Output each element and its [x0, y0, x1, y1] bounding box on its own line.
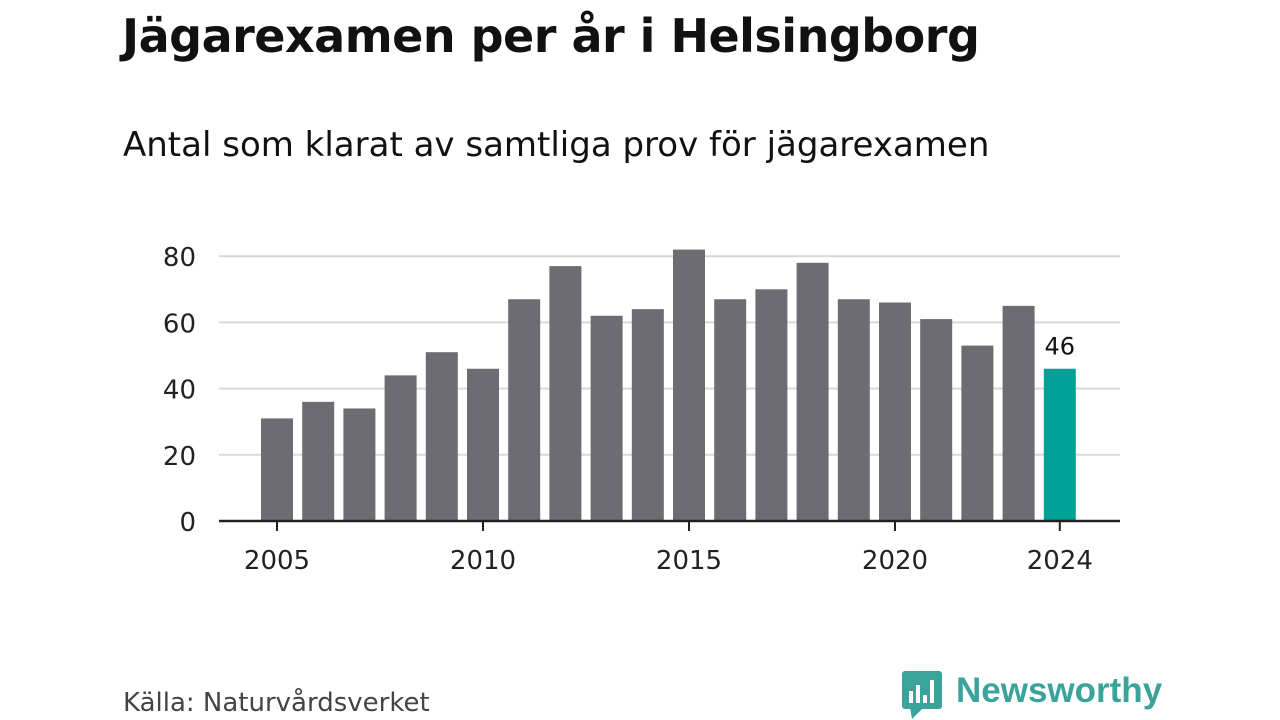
y-tick-label-60: 60	[163, 309, 196, 339]
bar-2014	[631, 309, 664, 521]
bar-2012	[549, 266, 582, 521]
x-tick-label-2015: 2015	[656, 546, 722, 576]
bar-chart: 0 20 40 60 80 46 2005 2010 2015 2020 2024	[163, 243, 1120, 576]
bar-2010	[467, 368, 499, 521]
bar-2019	[837, 299, 870, 521]
bar-2011	[508, 299, 541, 521]
x-tick-label-2010: 2010	[450, 546, 516, 576]
x-tick-label-2024: 2024	[1027, 546, 1093, 576]
bar-2009	[425, 352, 458, 521]
bar-2021	[920, 319, 953, 521]
x-tick-label-2005: 2005	[244, 546, 310, 576]
y-tick-label-0: 0	[179, 508, 196, 538]
bar-2018	[796, 262, 829, 521]
labels: 0 20 40 60 80 46 2005 2010 2015 2020 2024	[163, 243, 1093, 576]
bar-2017	[755, 289, 788, 521]
y-tick-label-20: 20	[163, 442, 196, 472]
brand-logo: Newsworthy	[902, 670, 1162, 720]
bar-chart-speech-bubble-icon	[902, 671, 942, 719]
bar-2008	[384, 375, 417, 521]
bar-2006	[302, 401, 335, 521]
bar-2005	[261, 418, 293, 521]
axes	[219, 519, 1120, 531]
bar-2007	[343, 408, 376, 521]
y-tick-label-40: 40	[163, 376, 196, 406]
bar-2020	[879, 302, 911, 521]
chart-title: Jägarexamen per år i Helsingborg	[122, 9, 980, 63]
data-label-2024: 46	[1045, 333, 1076, 361]
bar-2022	[961, 345, 994, 521]
bar-2024	[1043, 368, 1076, 521]
bars	[261, 249, 1076, 521]
bar-2023	[1002, 305, 1035, 521]
chart-subtitle: Antal som klarat av samtliga prov för jä…	[123, 125, 990, 165]
y-tick-label-80: 80	[163, 243, 196, 273]
source-note: Källa: Naturvårdsverket	[123, 688, 430, 718]
bar-2016	[714, 299, 747, 521]
brand-name: Newsworthy	[956, 671, 1163, 710]
x-tick-label-2020: 2020	[862, 546, 928, 576]
bar-2013	[590, 315, 623, 521]
bar-2015	[673, 249, 705, 521]
